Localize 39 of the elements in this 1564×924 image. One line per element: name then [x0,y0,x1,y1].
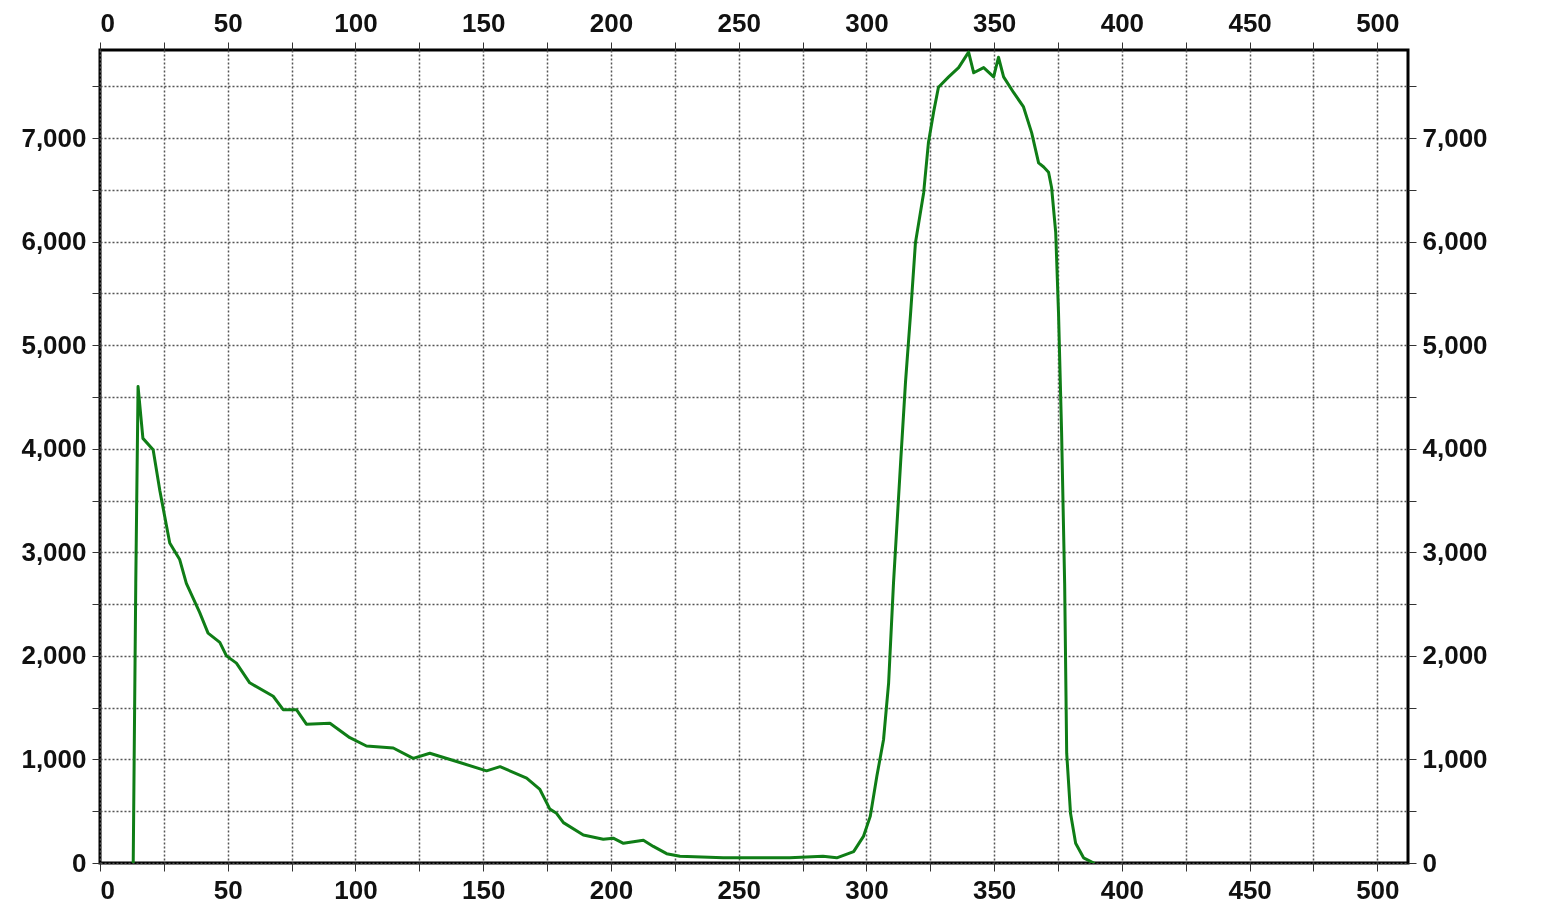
x2-tick-label: 450 [1228,7,1272,38]
y-tick-label: 3,000 [21,536,87,567]
y2-tick-label: 1,000 [1422,743,1488,774]
y2-tick-label: 7,000 [1422,122,1488,153]
x-tick-label: 450 [1228,874,1272,905]
y-tick-label: 0 [72,847,87,878]
x2-tick-label: 200 [589,7,634,38]
x-tick-label: 200 [589,874,634,905]
x2-tick-label: 150 [462,7,506,38]
x2-tick-label: 50 [213,7,243,38]
y-tick-label: 7,000 [21,122,87,153]
x-tick-label: 300 [845,874,889,905]
x2-tick-label: 0 [100,7,115,38]
y-tick-label: 1,000 [21,743,87,774]
y-tick-label: 6,000 [21,226,87,257]
y2-tick-label: 3,000 [1422,536,1488,567]
x-tick-label: 50 [213,874,243,905]
y2-tick-label: 0 [1422,847,1437,878]
x-tick-label: 350 [972,874,1017,905]
x-tick-label: 500 [1356,874,1400,905]
x-tick-label: 150 [462,874,506,905]
y-tick-label: 4,000 [21,433,87,464]
y2-tick-label: 2,000 [1422,640,1488,671]
x-tick-label: 100 [334,874,378,905]
y2-tick-label: 6,000 [1422,226,1488,257]
line-series [131,50,1096,863]
y-tick-label: 2,000 [21,640,87,671]
x-tick-label: 400 [1100,874,1145,905]
x2-tick-label: 300 [845,7,889,38]
x-tick-label: 0 [100,874,115,905]
y2-tick-label: 4,000 [1422,433,1488,464]
y2-tick-label: 5,000 [1422,329,1488,360]
x2-tick-label: 400 [1100,7,1145,38]
x2-tick-label: 250 [717,7,761,38]
x2-tick-label: 500 [1356,7,1400,38]
y-tick-label: 5,000 [21,329,87,360]
x2-tick-label: 100 [334,7,378,38]
x-tick-label: 250 [717,874,761,905]
x2-tick-label: 350 [972,7,1017,38]
